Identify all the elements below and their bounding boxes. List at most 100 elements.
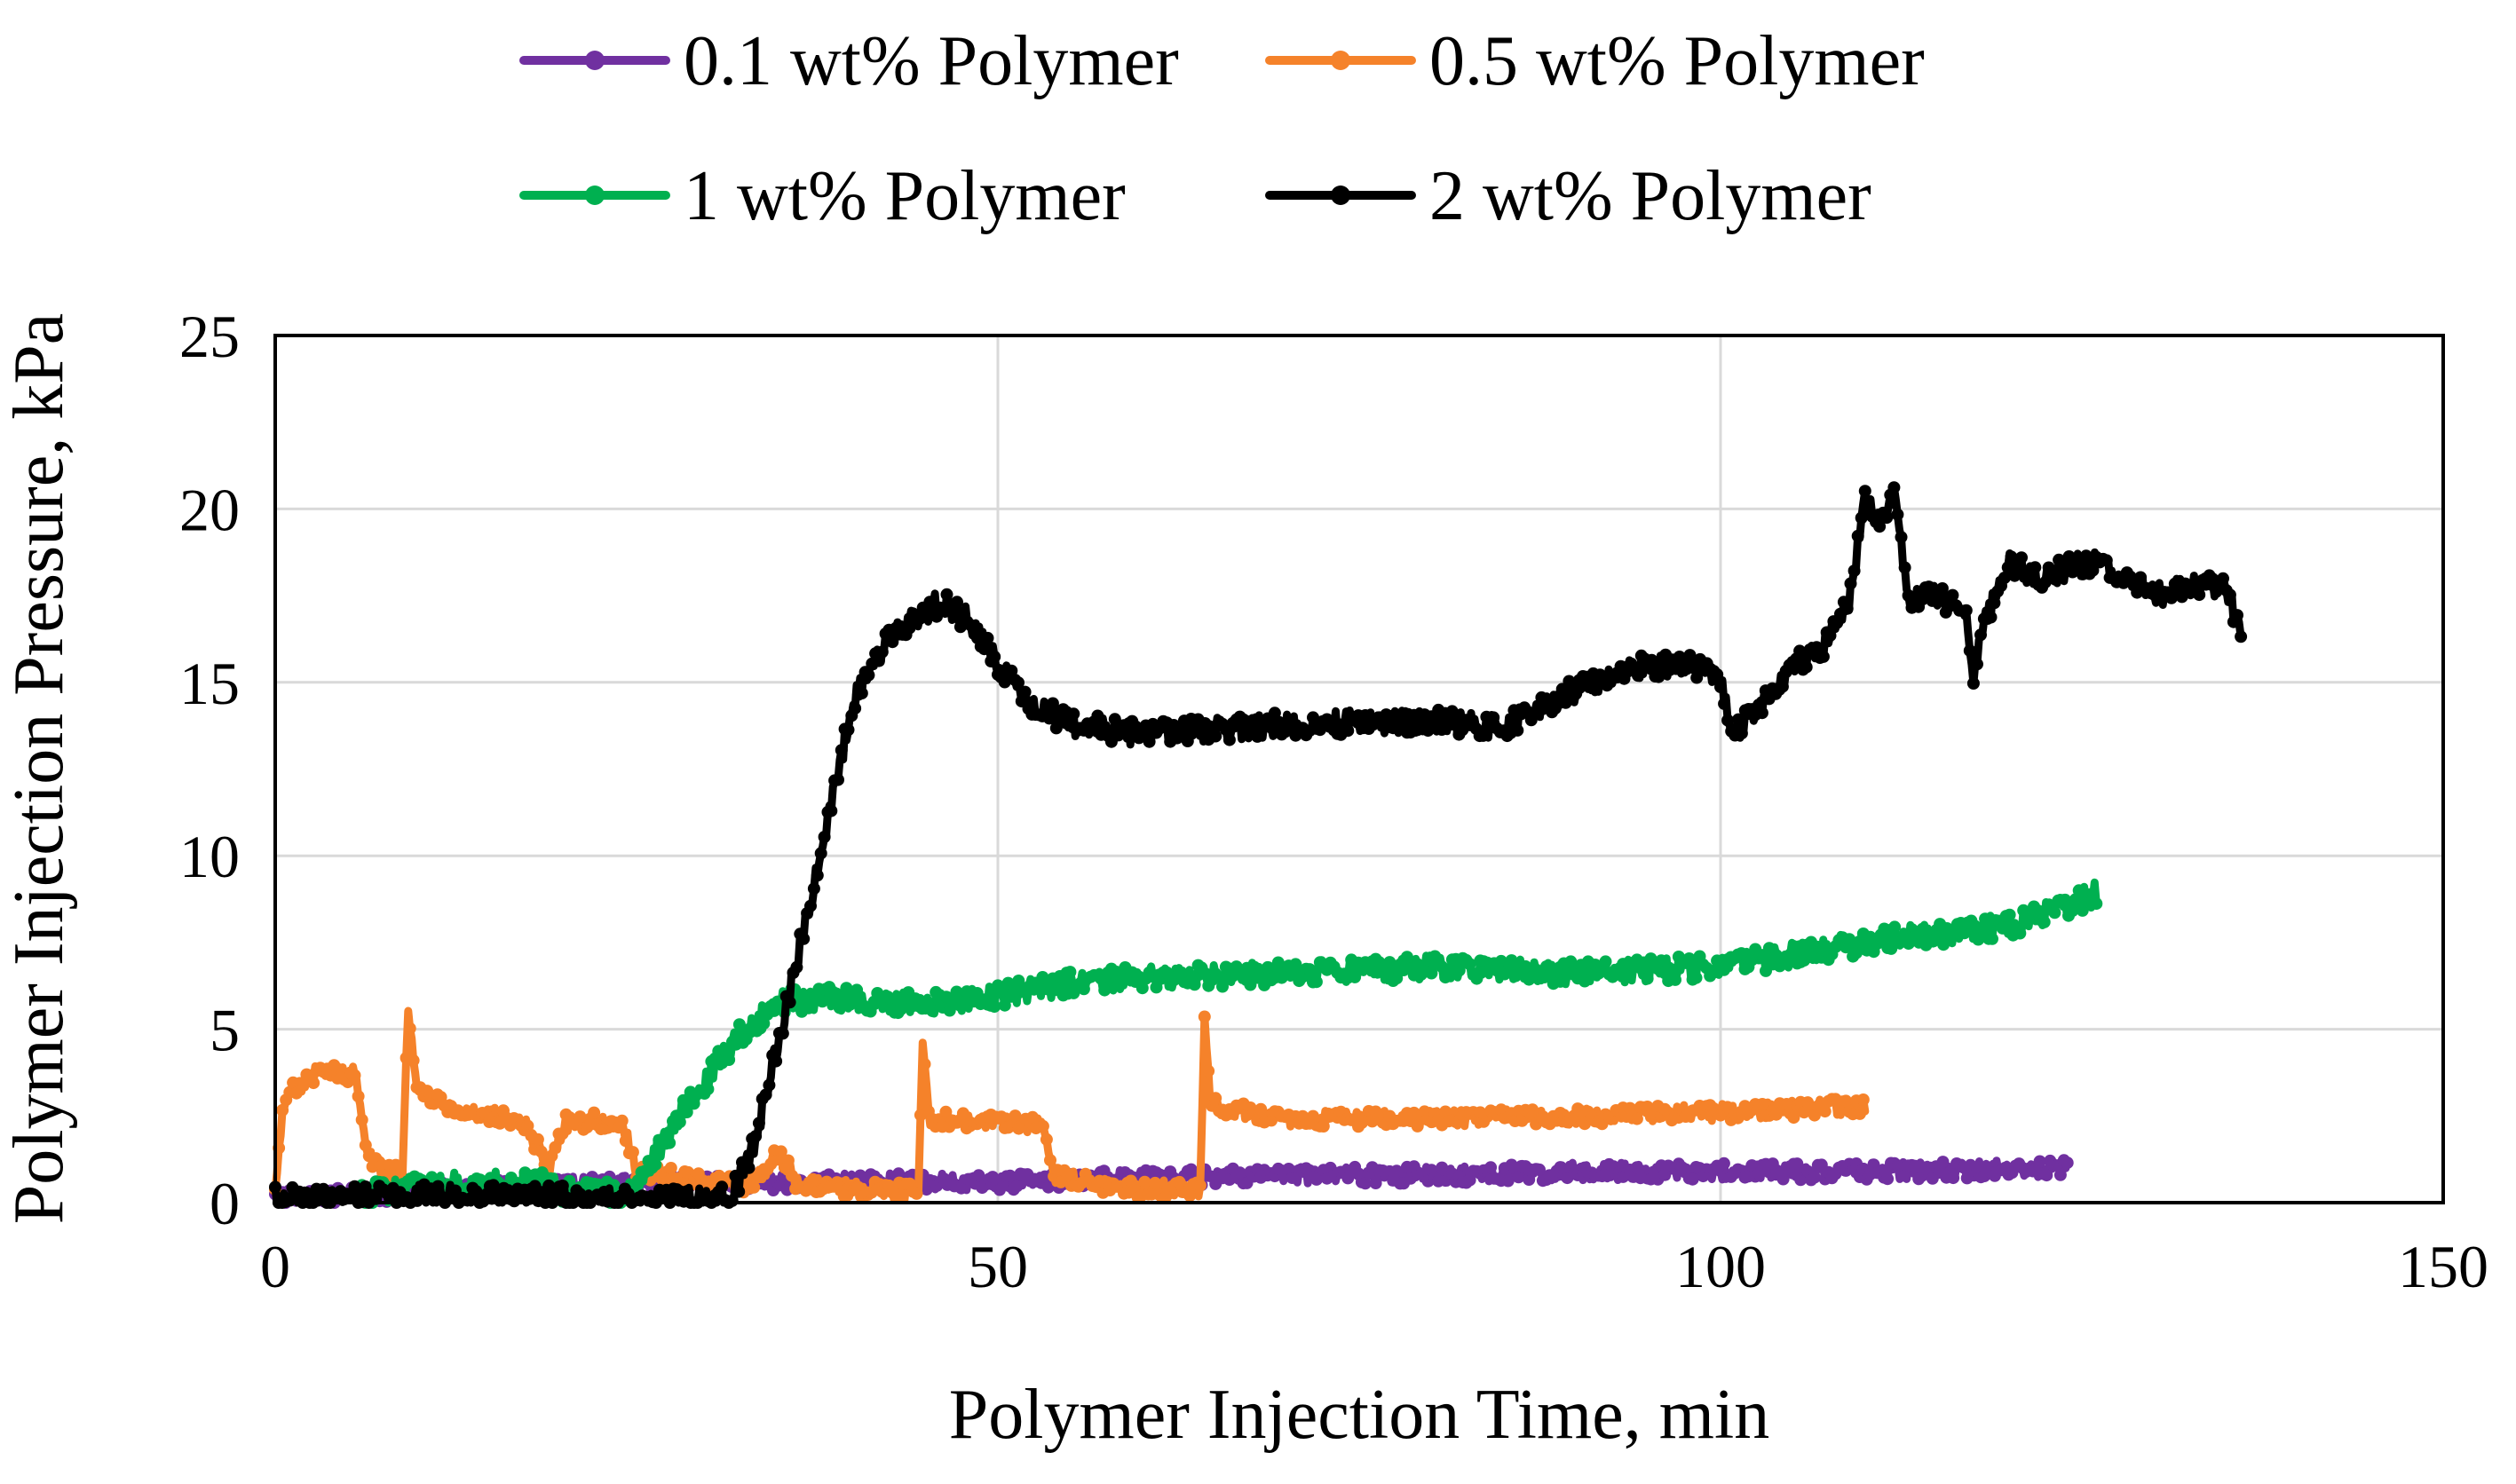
- data-point: [1098, 983, 1112, 997]
- data-point: [804, 899, 817, 912]
- data-point: [1559, 696, 1572, 709]
- data-point: [825, 804, 838, 817]
- data-point: [403, 1022, 416, 1035]
- data-point: [2037, 915, 2051, 928]
- data-point: [1853, 1107, 1866, 1120]
- data-point: [1425, 967, 1438, 980]
- data-point: [1887, 481, 1901, 494]
- data-point: [1780, 1098, 1793, 1110]
- data-point: [981, 631, 994, 644]
- data-point: [2231, 609, 2243, 622]
- data-point: [549, 1141, 562, 1154]
- data-point: [1898, 561, 1911, 574]
- data-point: [348, 1180, 361, 1193]
- legend-item-4: 2 wt% Polymer: [1265, 157, 1871, 235]
- data-point: [953, 999, 967, 1012]
- data-point: [1824, 629, 1837, 643]
- data-point: [763, 1078, 776, 1092]
- data-point: [986, 1171, 1000, 1184]
- data-point: [2062, 550, 2076, 563]
- data-point: [1787, 940, 1800, 953]
- data-point: [1476, 729, 1490, 742]
- data-point: [781, 1154, 795, 1167]
- data-point: [1463, 958, 1476, 971]
- data-point: [1669, 973, 1681, 986]
- data-point: [1687, 661, 1700, 675]
- data-point: [1714, 681, 1727, 693]
- data-point: [1043, 712, 1056, 725]
- data-point: [2048, 906, 2061, 920]
- data-point: [1808, 1171, 1821, 1184]
- data-point: [913, 612, 926, 626]
- data-point: [276, 1103, 289, 1117]
- y-axis-title: Polymer Injection Pressure, kPa: [0, 313, 78, 1224]
- data-point: [1383, 956, 1396, 969]
- data-point: [1979, 912, 1992, 926]
- data-point: [355, 1113, 368, 1126]
- data-point: [1150, 981, 1163, 994]
- data-point: [1056, 989, 1070, 1002]
- series-4: [269, 481, 2248, 1209]
- data-point: [1135, 982, 1149, 995]
- data-point: [864, 1005, 877, 1018]
- data-point: [1003, 1169, 1017, 1182]
- data-point: [1390, 1164, 1404, 1178]
- data-point: [1840, 602, 1854, 615]
- data-point: [875, 645, 889, 659]
- data-point: [832, 773, 844, 786]
- data-point: [1665, 963, 1679, 976]
- data-point: [1400, 951, 1413, 964]
- x-tick-label: 100: [1675, 1233, 1766, 1300]
- data-point: [1946, 588, 1959, 602]
- data-point: [2090, 897, 2103, 911]
- data-point: [1138, 1175, 1151, 1188]
- data-point: [1046, 697, 1059, 710]
- data-point: [359, 1180, 372, 1193]
- data-point: [1652, 670, 1665, 683]
- data-point: [994, 986, 1008, 999]
- data-point: [1044, 1154, 1056, 1167]
- data-point: [2033, 1155, 2046, 1168]
- gridlines: [275, 335, 2443, 1203]
- data-point: [2079, 549, 2093, 563]
- data-point: [752, 1117, 765, 1130]
- data-point: [597, 1186, 611, 1198]
- data-point: [1735, 947, 1748, 960]
- data-point: [1251, 730, 1264, 743]
- data-point: [1421, 724, 1435, 738]
- x-axis-title: Polymer Injection Time, min: [949, 1376, 1769, 1454]
- legend-swatch-marker: [1331, 186, 1350, 205]
- data-point: [2217, 572, 2229, 585]
- data-point: [742, 1161, 756, 1174]
- data-point: [1655, 954, 1668, 967]
- data-point: [1721, 714, 1735, 727]
- data-point: [1380, 708, 1393, 722]
- data-point: [1851, 529, 1864, 542]
- data-point: [1512, 1171, 1525, 1184]
- data-point: [411, 1194, 423, 1207]
- data-point: [1711, 668, 1724, 681]
- data-point: [790, 960, 803, 974]
- data-point: [1858, 485, 1871, 498]
- y-tick-label: 20: [179, 476, 240, 543]
- data-point: [776, 1027, 789, 1040]
- data-point: [729, 1169, 742, 1182]
- legend-swatch-marker: [585, 51, 605, 70]
- data-point: [840, 982, 853, 995]
- data-point: [317, 1182, 330, 1196]
- data-point: [774, 1145, 787, 1158]
- y-tick-label: 5: [210, 997, 240, 1064]
- data-point: [748, 1180, 761, 1194]
- data-point: [1816, 650, 1830, 663]
- data-point: [1718, 697, 1731, 710]
- data-point: [1984, 611, 1998, 624]
- data-point: [968, 620, 981, 634]
- data-point: [1800, 660, 1813, 674]
- data-point: [1717, 1156, 1730, 1170]
- data-point: [2005, 550, 2018, 564]
- data-point: [1966, 677, 1980, 690]
- data-point: [431, 1180, 445, 1193]
- data-point: [1974, 628, 1987, 642]
- plot-area-border: [273, 334, 2445, 1204]
